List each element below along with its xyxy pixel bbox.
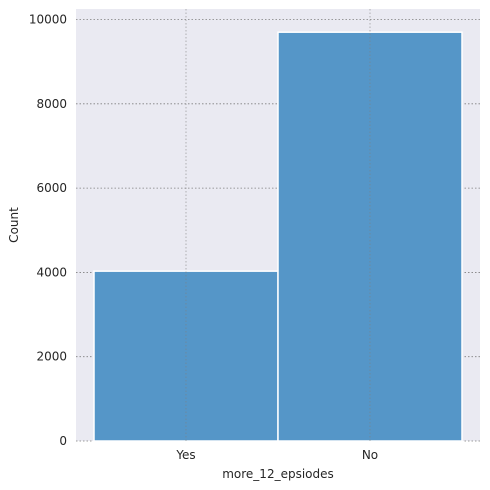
- x-axis-label: more_12_epsiodes: [222, 467, 334, 481]
- y-tick-label: 0: [59, 434, 67, 448]
- y-tick-label: 8000: [36, 97, 67, 111]
- x-tick-label: Yes: [175, 448, 195, 462]
- y-tick-label: 4000: [36, 265, 67, 279]
- y-tick-label: 10000: [29, 13, 67, 27]
- y-axis-label: Count: [7, 207, 21, 243]
- y-tick-labels: 0 2000 4000 6000 8000 10000: [29, 13, 67, 448]
- y-tick-label: 6000: [36, 181, 67, 195]
- x-tick-labels: Yes No: [175, 448, 378, 462]
- x-tick-label: No: [362, 448, 378, 462]
- y-tick-label: 2000: [36, 350, 67, 364]
